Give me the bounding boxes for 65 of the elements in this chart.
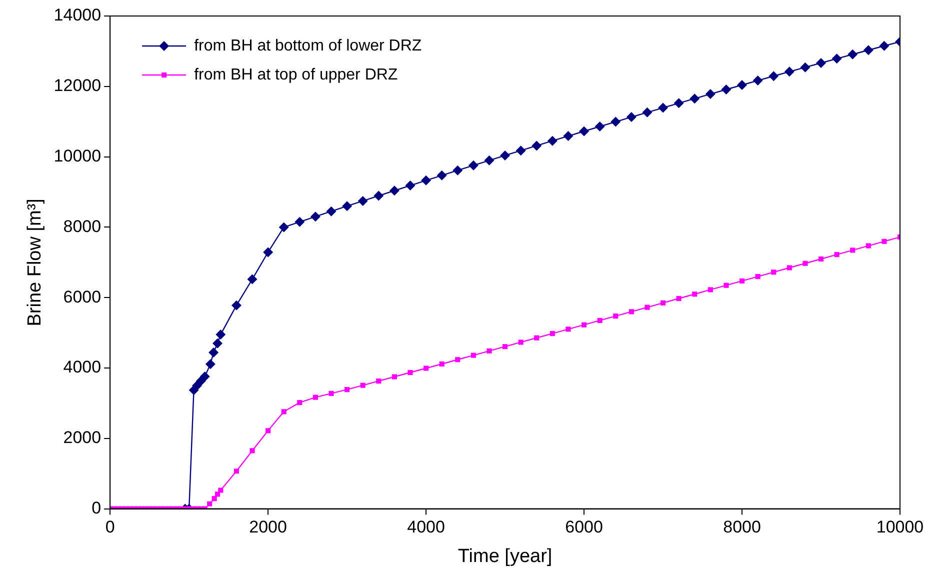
point [563, 131, 574, 142]
point [626, 112, 636, 122]
legend-label: from BH at bottom of lower DRZ [194, 37, 422, 54]
point [263, 247, 274, 258]
point [658, 102, 668, 113]
point [532, 140, 542, 151]
point [848, 49, 858, 60]
point [310, 212, 320, 222]
point [342, 201, 352, 212]
point [374, 190, 384, 201]
point [737, 80, 748, 90]
legend-label: from BH at top of upper DRZ [194, 66, 398, 84]
point [452, 165, 463, 176]
point [594, 121, 605, 132]
point [326, 206, 336, 216]
point [832, 54, 842, 64]
x-tick-label: 0 [105, 518, 115, 537]
point [879, 40, 890, 51]
point [247, 274, 258, 284]
x-tick-label: 4000 [407, 518, 445, 537]
point [500, 150, 510, 160]
y-tick-label: 4000 [63, 358, 102, 377]
point [800, 62, 810, 72]
x-tick-label: 2000 [249, 518, 287, 537]
point [721, 84, 732, 94]
y-tick-label: 10000 [54, 146, 102, 166]
point [231, 300, 242, 310]
point [705, 89, 716, 100]
point [200, 371, 210, 382]
point [208, 348, 219, 358]
x-tick-label: 8000 [723, 518, 761, 537]
point [389, 186, 400, 196]
y-axis-title: Brine Flow [m³] [24, 198, 46, 326]
point [816, 58, 826, 68]
point [547, 136, 558, 146]
point [768, 71, 779, 82]
x-axis-title: Time [year] [458, 546, 552, 567]
y-tick-label: 6000 [63, 287, 102, 306]
point [690, 94, 700, 104]
x-tick-label: 6000 [565, 518, 603, 537]
point [436, 170, 447, 180]
point [212, 338, 223, 348]
point [642, 107, 652, 118]
y-tick-label: 8000 [63, 216, 102, 236]
point [468, 160, 478, 170]
point [484, 155, 494, 166]
y-tick-label: 12000 [54, 76, 102, 96]
point [294, 216, 305, 227]
point [205, 359, 216, 370]
x-tick-label: 10000 [876, 518, 924, 537]
point [784, 66, 794, 77]
point [216, 330, 226, 340]
point [405, 180, 416, 191]
y-tick-label: 2000 [63, 428, 102, 448]
y-tick-label: 14000 [54, 6, 102, 25]
point [358, 196, 368, 206]
point [610, 116, 621, 127]
point [674, 98, 684, 108]
point [579, 126, 590, 136]
point [752, 76, 763, 86]
y-tick-label: 0 [92, 498, 102, 518]
point [516, 146, 526, 156]
point [421, 175, 432, 186]
point [863, 45, 874, 56]
point [278, 222, 289, 232]
